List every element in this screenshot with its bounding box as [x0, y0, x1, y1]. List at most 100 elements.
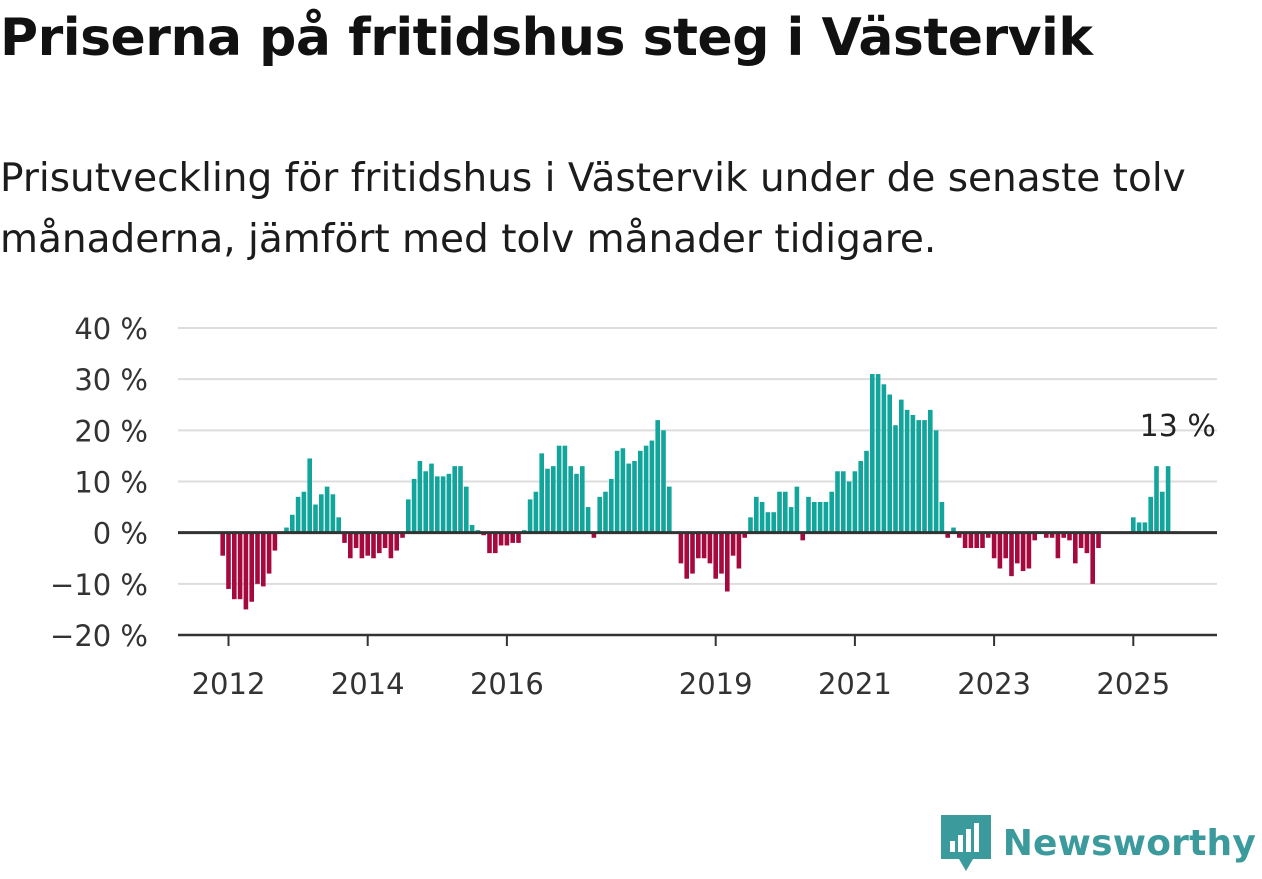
- bar: [957, 532, 962, 538]
- bar: [249, 532, 254, 602]
- bar: [649, 440, 655, 533]
- bar: [951, 527, 956, 533]
- tick-labels: −20 % −10 % 0 % 10 % 20 % 30 % 40 % 2012 2014 201…: [50, 312, 1216, 701]
- chart-subtitle: Prisutveckling för fritidshus i Västervi…: [0, 156, 1186, 262]
- bar: [1049, 532, 1055, 538]
- y-tick-label: 30 %: [74, 363, 148, 397]
- bar: [266, 532, 272, 574]
- bar: [991, 532, 997, 559]
- bar: [1061, 532, 1066, 538]
- bar: [255, 532, 260, 584]
- bar: [1131, 517, 1136, 533]
- bar: [800, 532, 805, 541]
- bar: [1165, 466, 1171, 533]
- axes: [178, 531, 1217, 646]
- bar: [597, 496, 602, 533]
- bar: [1078, 532, 1084, 549]
- y-tick-label: 20 %: [74, 414, 148, 448]
- bar: [893, 425, 898, 533]
- bar: [440, 476, 446, 533]
- bar: [875, 374, 881, 533]
- bar: [568, 466, 573, 533]
- bar: [365, 532, 370, 556]
- bar: [353, 532, 359, 549]
- bar: [783, 491, 788, 533]
- x-tick-label: 2012: [192, 667, 266, 701]
- newsworthy-logo-icon: [940, 815, 991, 871]
- bar: [498, 532, 504, 546]
- bar: [371, 532, 376, 559]
- bar: [730, 532, 736, 556]
- bar: [638, 450, 643, 533]
- x-tick-label: 2016: [470, 667, 544, 701]
- bar: [678, 532, 684, 564]
- bar: [968, 532, 974, 549]
- bar: [377, 532, 382, 554]
- bar: [388, 532, 394, 559]
- bar: [765, 512, 771, 533]
- bar: [696, 532, 701, 559]
- bar: [1032, 532, 1037, 541]
- bar: [933, 430, 939, 533]
- bar: [626, 463, 631, 533]
- chart-title: Priserna på fritidshus steg i Västervik: [0, 8, 1093, 68]
- bar: [806, 496, 811, 533]
- bar: [962, 532, 968, 549]
- bar: [464, 486, 469, 533]
- bar: [771, 512, 776, 533]
- bar: [313, 504, 318, 533]
- bar: [835, 471, 840, 533]
- bar: [887, 394, 892, 533]
- bar: [701, 532, 707, 559]
- bar: [910, 414, 916, 533]
- bar: [748, 517, 753, 533]
- bar: [330, 494, 336, 533]
- bar: [400, 532, 405, 538]
- x-tick-label: 2021: [818, 667, 892, 701]
- bar: [609, 478, 614, 533]
- bar: [458, 466, 463, 533]
- bar: [348, 532, 353, 559]
- bars: [220, 374, 1171, 610]
- bar: [690, 532, 695, 574]
- bar: [545, 468, 550, 533]
- x-tick-label: 2023: [957, 667, 1031, 701]
- bar: [435, 476, 440, 533]
- bar: [1154, 466, 1159, 533]
- bar: [852, 471, 858, 533]
- bar: [585, 507, 591, 533]
- bar: [336, 517, 341, 533]
- bar: [928, 409, 933, 533]
- bar: [655, 420, 660, 533]
- bar: [707, 532, 713, 564]
- bar: [504, 532, 510, 546]
- bar: [452, 466, 457, 533]
- bar: [1020, 532, 1026, 572]
- bar: [1044, 532, 1049, 538]
- bar: [858, 461, 863, 533]
- bar: [916, 420, 921, 533]
- bar: [232, 532, 237, 600]
- bar: [1148, 496, 1153, 533]
- bar: [614, 450, 620, 533]
- y-tick-label: 0 %: [93, 517, 148, 551]
- bar: [922, 420, 927, 533]
- bar: [591, 532, 597, 538]
- bar: [736, 532, 742, 569]
- bar: [261, 532, 266, 587]
- bar: [667, 486, 672, 533]
- bar: [307, 458, 312, 533]
- grid-lines: [178, 327, 1217, 585]
- bar: [574, 473, 579, 533]
- bar: [725, 532, 730, 592]
- bar: [719, 532, 724, 574]
- bar: [1009, 532, 1014, 577]
- bar: [846, 481, 852, 533]
- bar: [220, 532, 225, 556]
- bar: [1067, 532, 1072, 541]
- bar: [1015, 532, 1020, 564]
- x-tick-label: 2019: [679, 667, 753, 701]
- bar: [661, 430, 666, 533]
- y-tick-label: 10 %: [74, 466, 148, 500]
- bar: [551, 466, 556, 533]
